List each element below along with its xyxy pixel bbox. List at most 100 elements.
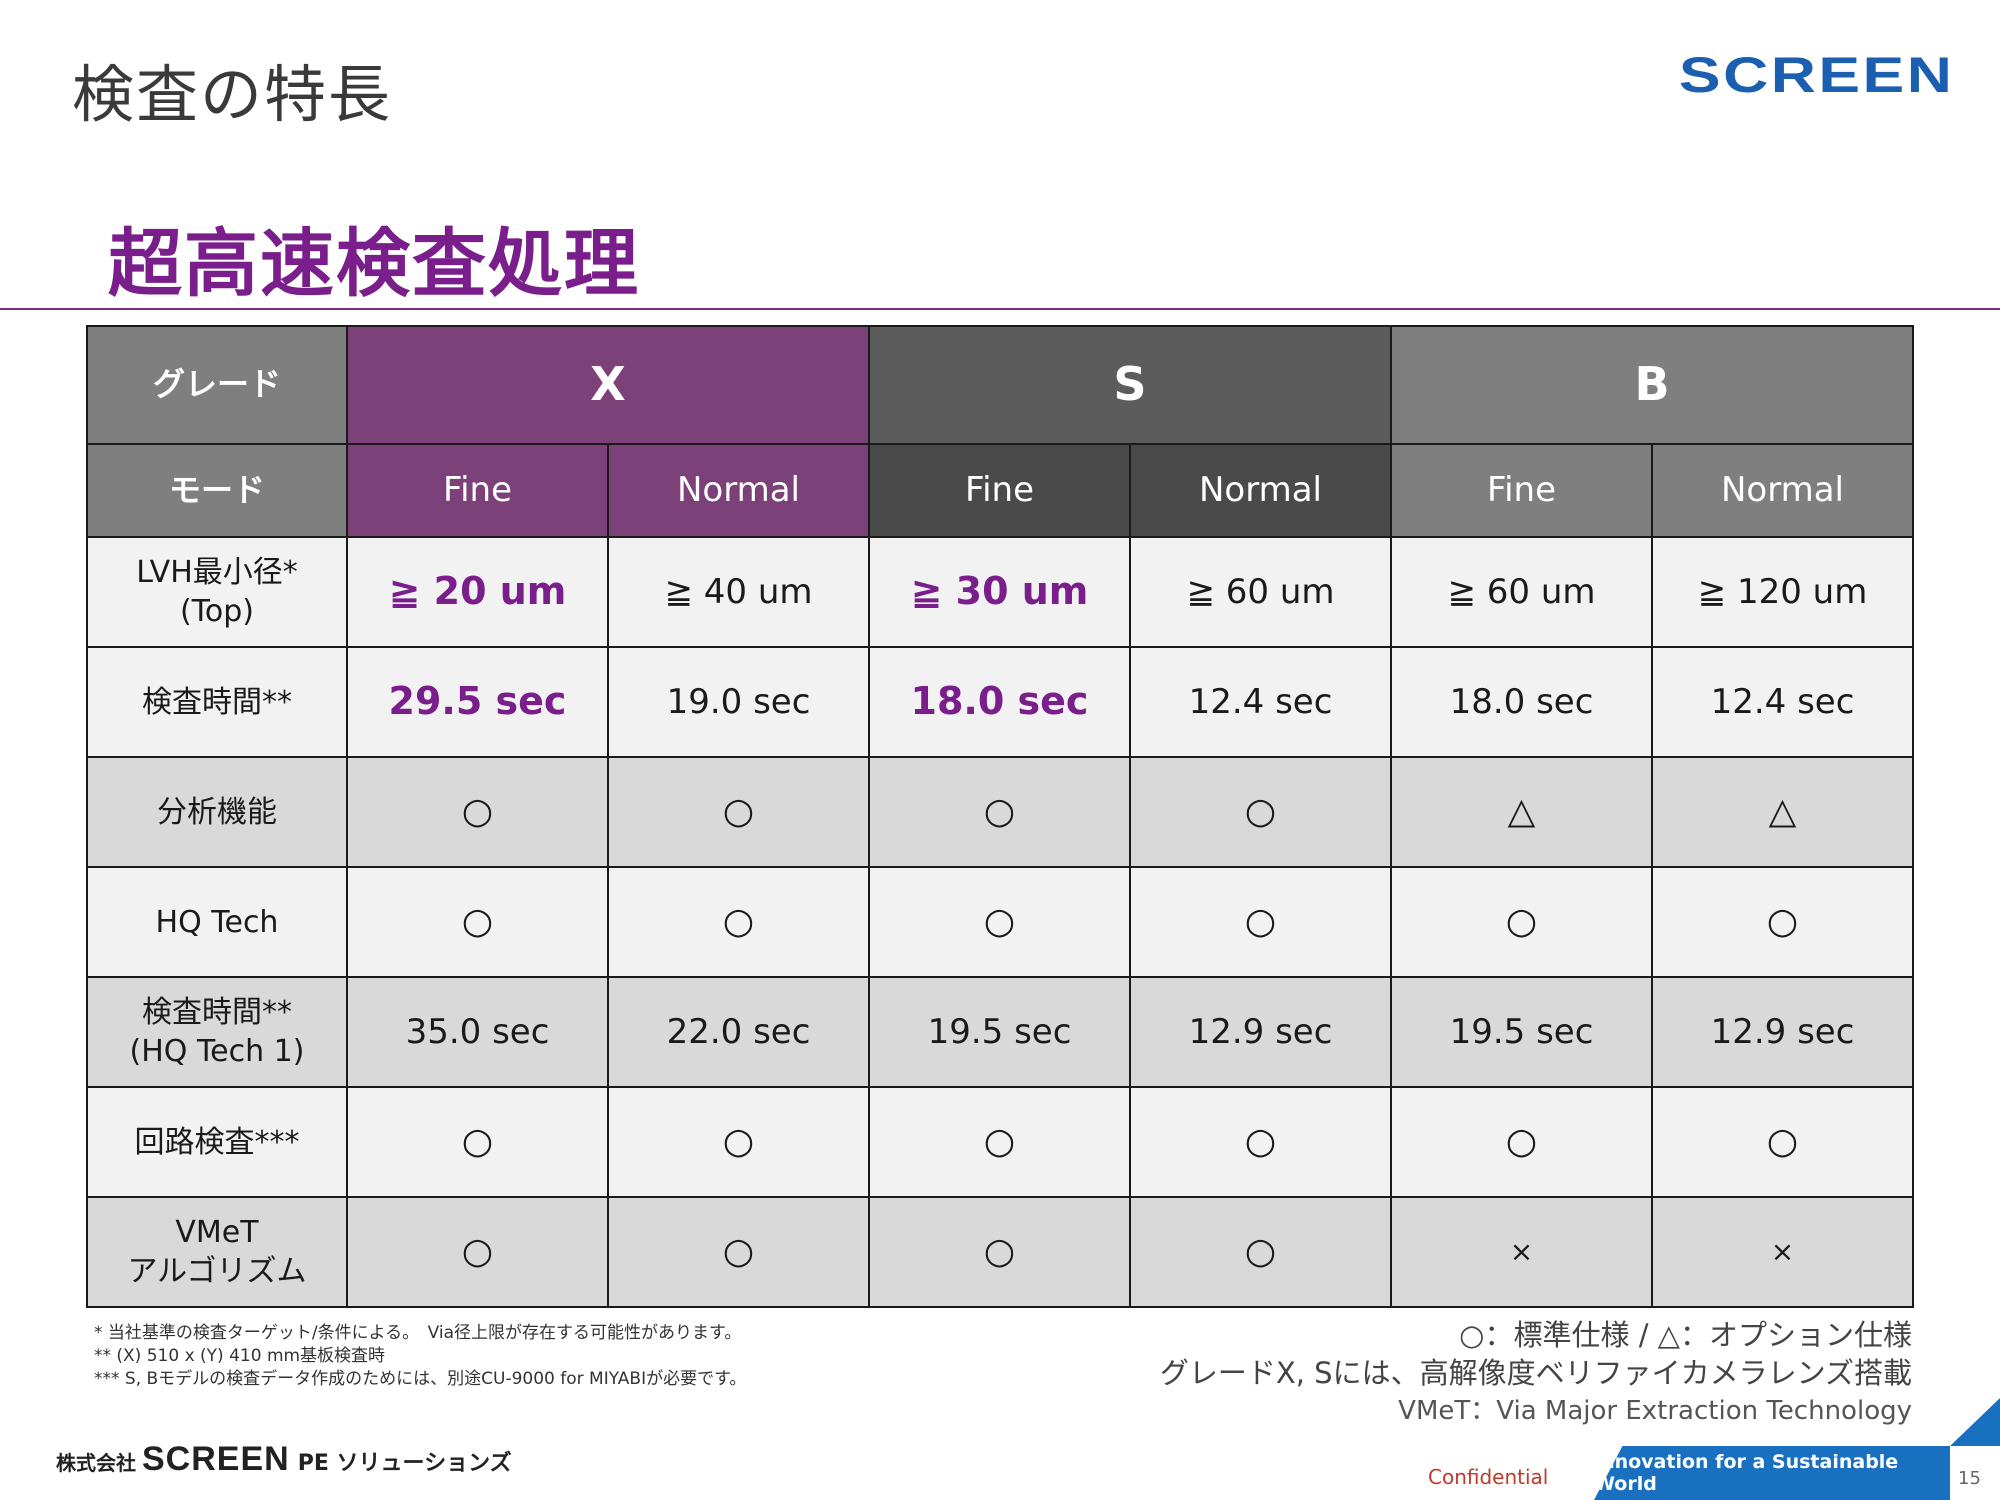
table-cell: ○ [868,1196,1131,1308]
confidential-label: Confidential [1428,1465,1549,1489]
table-cell: ○ [1129,1086,1392,1198]
mode-x-normal: Normal [607,443,870,538]
footnote-1: * 当社基準の検査ターゲット/条件による。 Via径上限が存在する可能性がありま… [94,1323,742,1343]
row-label-inspection-time-hq: 検査時間** (HQ Tech 1) [86,976,348,1088]
mode-label: モード [86,443,348,538]
footnote-3: *** S, Bモデルの検査データ作成のためには、別途CU-9000 for M… [94,1369,747,1389]
table-cell: ≧ 30 um [868,536,1131,648]
page-title: 検査の特長 [72,58,393,131]
table-cell: 19.0 sec [607,646,870,758]
table-cell: × [1390,1196,1653,1308]
row-label-circuit: 回路検査*** [86,1086,348,1198]
table-cell: ○ [1390,1086,1653,1198]
table-cell: ○ [346,1196,609,1308]
table-cell: 22.0 sec [607,976,870,1088]
row-label-text: HQ Tech [155,904,279,940]
grade-x: X [346,325,870,445]
grade-row: グレード X S B [86,325,1914,445]
row-label-text: 分析機能 [157,794,277,830]
table-cell: 18.0 sec [1390,646,1653,758]
row-label-lvh: LVH最小径* (Top) [86,536,348,648]
table-row: 回路検査*** ○ ○ ○ ○ ○ ○ [86,1086,1914,1198]
table-cell: ○ [1390,866,1653,978]
table-cell: ○ [346,866,609,978]
footer-logo-suffix: PE ソリューションズ [297,1451,512,1476]
row-label-text: 検査時間** [142,684,292,720]
row-label-text: VMeT [175,1215,259,1250]
table-cell: ○ [607,1196,870,1308]
legend-note-1: ○：標準仕様 / △：オプション仕様 [1459,1318,1912,1352]
footer-logo-main: SCREEN [142,1440,290,1478]
table-row: HQ Tech ○ ○ ○ ○ ○ ○ [86,866,1914,978]
table-cell: ○ [607,756,870,868]
grade-b: B [1390,325,1914,445]
row-label-sub: (HQ Tech 1) [129,1034,305,1069]
table-cell: 12.9 sec [1129,976,1392,1088]
table-cell: △ [1651,756,1914,868]
table-cell: × [1651,1196,1914,1308]
table-row: LVH最小径* (Top) ≧ 20 um ≧ 40 um ≧ 30 um ≧ … [86,536,1914,648]
footer-company-logo: 株式会社 SCREEN PE ソリューションズ [56,1440,512,1479]
screen-logo: SCREEN [1678,47,1954,103]
table-cell: ○ [868,756,1131,868]
row-label-text: 回路検査*** [134,1124,300,1160]
mode-x-fine: Fine [346,443,609,538]
table-cell: ○ [1651,866,1914,978]
table-cell: ≧ 120 um [1651,536,1914,648]
mode-b-fine: Fine [1390,443,1653,538]
table-cell: ○ [1129,756,1392,868]
row-label-text: 検査時間** [142,995,292,1030]
table-cell: ○ [346,1086,609,1198]
table-cell: 12.9 sec [1651,976,1914,1088]
mode-s-normal: Normal [1129,443,1392,538]
table-cell: 35.0 sec [346,976,609,1088]
corner-triangle-decoration [1950,1398,2000,1446]
mode-s-fine: Fine [868,443,1131,538]
table-cell: ○ [868,1086,1131,1198]
grade-s: S [868,325,1392,445]
row-label-sub: アルゴリズム [127,1254,307,1289]
section-title: 超高速検査処理 [108,221,640,307]
row-label-inspection-time: 検査時間** [86,646,348,758]
row-label-vmet: VMeT アルゴリズム [86,1196,348,1308]
table-cell: 12.4 sec [1129,646,1392,758]
title-divider [0,308,2000,310]
table-cell: ○ [607,1086,870,1198]
table-cell: ○ [607,866,870,978]
row-label-sub: (Top) [179,594,255,629]
table-row: VMeT アルゴリズム ○ ○ ○ ○ × × [86,1196,1914,1308]
table-cell: ○ [1651,1086,1914,1198]
table-row: 検査時間** (HQ Tech 1) 35.0 sec 22.0 sec 19.… [86,976,1914,1088]
mode-row: モード Fine Normal Fine Normal Fine Normal [86,443,1914,538]
legend-notes: ○：標準仕様 / △：オプション仕様 グレードX, Sには、高解像度ベリファイカ… [1160,1316,1912,1430]
table-cell: ○ [1129,1196,1392,1308]
spec-table: グレード X S B モード Fine Normal Fine Normal F… [86,325,1914,1308]
footer-logo-prefix: 株式会社 [56,1451,136,1475]
table-cell: ○ [346,756,609,868]
table-row: 分析機能 ○ ○ ○ ○ △ △ [86,756,1914,868]
table-cell: 29.5 sec [346,646,609,758]
row-label-hq-tech: HQ Tech [86,866,348,978]
table-cell: ≧ 60 um [1390,536,1653,648]
table-row: 検査時間** 29.5 sec 19.0 sec 18.0 sec 12.4 s… [86,646,1914,758]
table-cell: 19.5 sec [868,976,1131,1088]
tagline-banner: Innovation for a Sustainable World [1594,1446,1950,1500]
legend-note-2: グレードX, Sには、高解像度ベリファイカメラレンズ搭載 [1159,1356,1912,1390]
row-label-analysis: 分析機能 [86,756,348,868]
page-number: 15 [1958,1468,1981,1489]
table-cell: △ [1390,756,1653,868]
mode-b-normal: Normal [1651,443,1914,538]
table-cell: ○ [1129,866,1392,978]
table-cell: 18.0 sec [868,646,1131,758]
footnotes: * 当社基準の検査ターゲット/条件による。 Via径上限が存在する可能性がありま… [94,1322,746,1391]
table-cell: ≧ 40 um [607,536,870,648]
legend-note-3: VMeT：Via Major Extraction Technology [1398,1396,1912,1426]
row-label-text: LVH最小径* [136,555,298,590]
table-cell: ≧ 60 um [1129,536,1392,648]
table-cell: ≧ 20 um [346,536,609,648]
footnote-2: ** (X) 510 x (Y) 410 mm基板検査時 [94,1346,386,1366]
table-cell: ○ [868,866,1131,978]
table-cell: 12.4 sec [1651,646,1914,758]
table-cell: 19.5 sec [1390,976,1653,1088]
grade-label: グレード [86,325,348,445]
